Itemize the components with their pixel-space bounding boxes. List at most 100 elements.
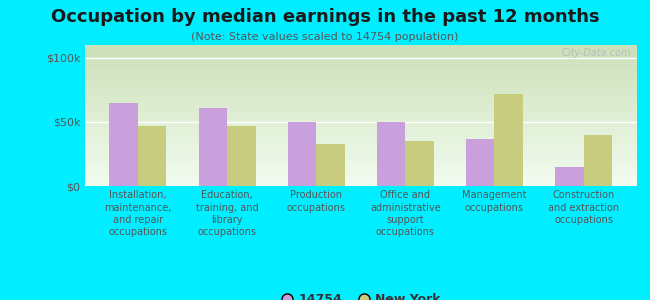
Bar — [84, 148, 637, 149]
Bar — [84, 164, 637, 165]
Bar — [84, 54, 637, 55]
Bar — [84, 126, 637, 127]
Legend: 14754, New York: 14754, New York — [276, 288, 445, 300]
Bar — [495, 94, 523, 186]
Bar — [84, 49, 637, 50]
Bar — [84, 175, 637, 176]
Bar — [84, 180, 637, 181]
Bar — [84, 142, 637, 143]
Bar — [84, 154, 637, 155]
Bar — [84, 116, 637, 117]
Bar — [84, 85, 637, 86]
Bar — [84, 166, 637, 167]
Bar — [84, 121, 637, 122]
Bar — [84, 66, 637, 67]
Bar — [84, 162, 637, 163]
Bar — [377, 122, 406, 186]
Bar — [84, 65, 637, 66]
Bar — [84, 90, 637, 91]
Bar — [84, 145, 637, 146]
Bar — [84, 89, 637, 90]
Bar — [84, 55, 637, 56]
Bar — [84, 158, 637, 159]
Bar — [84, 47, 637, 48]
Bar — [84, 45, 637, 46]
Bar — [84, 82, 637, 83]
Bar — [84, 95, 637, 96]
Bar — [84, 88, 637, 89]
Bar — [84, 100, 637, 101]
Bar — [84, 159, 637, 160]
Bar — [84, 64, 637, 65]
Bar — [84, 59, 637, 60]
Bar — [84, 155, 637, 156]
Bar — [84, 161, 637, 162]
Bar — [555, 167, 584, 186]
Bar — [84, 128, 637, 129]
Bar — [84, 76, 637, 77]
Bar — [84, 163, 637, 164]
Bar — [84, 86, 637, 87]
Bar — [84, 92, 637, 93]
Bar — [84, 136, 637, 137]
Bar — [84, 67, 637, 68]
Bar — [84, 120, 637, 121]
Bar — [84, 183, 637, 184]
Bar — [84, 177, 637, 178]
Bar — [84, 104, 637, 105]
Bar — [84, 62, 637, 63]
Bar — [84, 103, 637, 104]
Bar — [84, 150, 637, 151]
Bar — [84, 123, 637, 124]
Bar — [84, 51, 637, 52]
Bar — [84, 176, 637, 177]
Bar — [84, 143, 637, 144]
Bar — [84, 108, 637, 109]
Bar — [84, 160, 637, 161]
Bar — [84, 153, 637, 154]
Bar — [84, 94, 637, 95]
Bar — [84, 63, 637, 64]
Bar — [84, 174, 637, 175]
Bar — [584, 135, 612, 186]
Bar — [84, 57, 637, 58]
Bar — [84, 133, 637, 134]
Bar — [84, 56, 637, 57]
Bar — [84, 48, 637, 49]
Bar — [84, 70, 637, 71]
Bar — [84, 99, 637, 100]
Bar — [84, 114, 637, 115]
Bar — [84, 146, 637, 147]
Bar — [84, 117, 637, 118]
Text: Occupation by median earnings in the past 12 months: Occupation by median earnings in the pas… — [51, 8, 599, 26]
Bar — [84, 101, 637, 102]
Bar — [84, 80, 637, 81]
Bar — [84, 96, 637, 97]
Bar — [109, 103, 138, 186]
Bar — [84, 138, 637, 139]
Bar — [84, 111, 637, 112]
Bar — [406, 141, 434, 186]
Bar — [84, 119, 637, 120]
Bar — [84, 97, 637, 98]
Bar — [84, 170, 637, 171]
Bar — [84, 124, 637, 125]
Bar — [84, 60, 637, 61]
Bar — [84, 79, 637, 80]
Bar — [84, 182, 637, 183]
Bar — [84, 156, 637, 157]
Bar — [466, 139, 495, 186]
Bar — [84, 141, 637, 142]
Bar — [84, 144, 637, 145]
Bar — [84, 71, 637, 72]
Bar — [84, 140, 637, 141]
Bar — [84, 78, 637, 79]
Bar — [84, 69, 637, 70]
Bar — [84, 113, 637, 114]
Bar — [84, 98, 637, 99]
Bar — [84, 171, 637, 172]
Bar — [84, 109, 637, 110]
Bar — [84, 130, 637, 131]
Bar — [138, 126, 166, 186]
Bar — [84, 125, 637, 126]
